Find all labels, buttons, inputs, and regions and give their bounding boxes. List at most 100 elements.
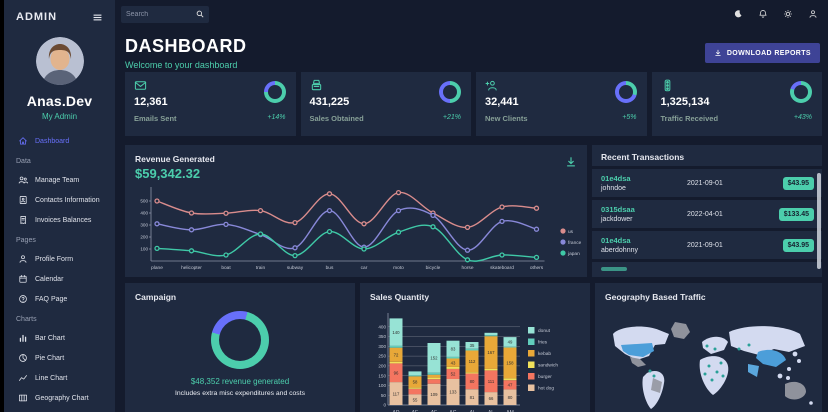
svg-text:bicycle: bicycle [426,265,441,271]
svg-text:200: 200 [378,363,386,368]
campaign-amount: $48,352 revenue generated [190,377,290,386]
svg-text:52: 52 [451,372,456,377]
svg-text:bus: bus [326,265,334,271]
sidebar-item-contacts-information[interactable]: Contacts Information [4,190,115,210]
home-icon [18,136,28,146]
stat-value: 32,441 [485,96,519,108]
stat-card-emails-sent: 12,361 Emails Sent +14% [125,72,296,136]
topbar [115,0,828,28]
transaction-id: 0315dsaa [601,205,635,214]
svg-text:others: others [530,265,544,271]
sidebar-item-manage-team[interactable]: Manage Team [4,170,115,190]
search-input[interactable] [126,10,196,18]
svg-text:150: 150 [378,373,386,378]
transaction-row[interactable]: 01e4dsa aberdohnny 2021-09-01 $43.95 [592,231,822,262]
svg-text:kebab: kebab [538,351,551,357]
sidebar-item-calendar[interactable]: Calendar [4,269,115,289]
svg-text:167: 167 [487,350,495,355]
svg-text:83: 83 [451,347,456,352]
user-name: Anas.Dev [26,93,93,109]
contacts-icon [18,195,28,205]
stat-label: Emails Sent [134,114,177,123]
svg-text:81: 81 [470,395,475,400]
search-icon[interactable] [196,10,204,18]
receipt-icon [18,215,28,225]
svg-text:109: 109 [430,392,438,397]
svg-text:47: 47 [508,383,513,388]
menu-toggle-button[interactable] [92,12,103,23]
svg-text:55: 55 [413,397,418,402]
page-subtitle: Welcome to your dashboard [125,60,238,70]
dark-mode-icon[interactable] [733,9,743,19]
stat-delta: +43% [793,114,812,121]
svg-text:AL: AL [488,410,494,412]
svg-text:96: 96 [394,370,399,375]
sidebar-item-dashboard[interactable]: Dashboard [4,131,115,151]
topbar-icons [733,9,818,19]
sidebar-item-bar-chart[interactable]: Bar Chart [4,328,115,348]
stat-label: Traffic Received [660,114,719,123]
svg-text:49: 49 [508,340,513,345]
svg-text:skateboard: skateboard [490,265,514,271]
sidebar-item-pie-chart[interactable]: Pie Chart [4,348,115,368]
geography-title: Geography Based Traffic [605,292,706,302]
svg-text:france: france [568,240,581,246]
svg-text:58: 58 [413,380,418,385]
transaction-user: aberdohnny [601,247,638,254]
stat-value: 1,325,134 [660,96,710,108]
svg-text:80: 80 [470,379,475,384]
menu-section-label: Pages [16,237,36,244]
pie-chart-icon [18,353,28,363]
stat-cards-row: 12,361 Emails Sent +14% 431,225 Sales Obtain… [125,72,822,136]
main-content: DASHBOARD Welcome to your dashboard DOWN… [115,28,828,412]
transaction-row-partial[interactable] [592,262,822,272]
svg-text:158: 158 [506,361,514,366]
bar-chart-icon [18,333,28,343]
svg-text:horse: horse [462,265,474,271]
transaction-row[interactable]: 01e4dsa johndoe 2021-09-01 $43.95 [592,169,822,200]
window-edge [0,0,4,412]
sidebar-item-geography-chart[interactable]: Geography Chart [4,388,115,408]
svg-text:400: 400 [378,324,386,329]
calendar-icon [18,274,28,284]
revenue-line-chart: 100 200 300 400 500 plane helicopter boat train s… [140,187,581,271]
stat-delta: +5% [622,114,637,121]
avatar[interactable] [35,37,84,85]
sidebar-item-profile-form[interactable]: Profile Form [4,249,115,269]
svg-text:AI: AI [470,410,475,412]
svg-text:AF: AF [431,410,437,412]
sidebar-menu: Dashboard Data Manage Team Contacts Informa… [4,131,115,408]
svg-text:72: 72 [394,352,399,357]
svg-text:0: 0 [383,403,386,408]
sidebar-item-faq-page[interactable]: FAQ Page [4,289,115,309]
revenue-title: Revenue Generated [135,154,215,164]
transaction-amount-badge: $43.95 [782,177,814,190]
profile-icon[interactable] [808,9,818,19]
sidebar-item-line-chart[interactable]: Line Chart [4,368,115,388]
campaign-note: Includes extra misc expenditures and cos… [175,390,305,397]
sidebar-item-invoices-balances[interactable]: Invoices Balances [4,210,115,230]
svg-text:moto: moto [393,265,404,271]
sales-title: Sales Quantity [370,292,430,302]
stat-value: 431,225 [309,96,350,108]
sidebar: ADMIN Anas.Dev My Admin Dashboard Data Man… [4,0,115,412]
brand-logo: ADMIN [16,11,58,23]
svg-text:112: 112 [469,359,476,364]
notifications-icon[interactable] [758,9,768,19]
person-icon [18,254,28,264]
help-icon [18,294,28,304]
email-icon [134,79,147,97]
download-icon[interactable] [565,155,577,173]
svg-text:200: 200 [140,235,148,240]
transaction-row[interactable]: 0315dsaa jackdower 2022-04-01 $133.45 [592,200,822,231]
settings-icon[interactable] [783,9,793,19]
transaction-date: 2022-04-01 [687,211,723,218]
progress-circle [614,81,637,103]
transactions-title: Recent Transactions [592,145,822,169]
transactions-scrollbar[interactable] [817,173,821,269]
download-reports-button[interactable]: DOWNLOAD REPORTS [704,43,820,63]
transaction-date: 2021-09-01 [687,180,723,187]
svg-text:500: 500 [140,199,148,204]
svg-text:AD: AD [393,410,400,412]
